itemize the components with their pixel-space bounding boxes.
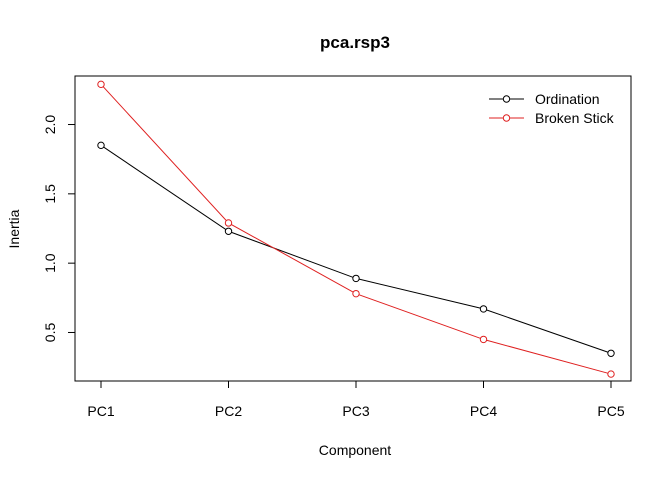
data-point bbox=[352, 274, 360, 283]
data-point bbox=[352, 289, 360, 298]
x-axis: PC1 PC2 PC3 PC4 PC5 bbox=[87, 380, 625, 419]
data-point bbox=[97, 141, 105, 150]
data-point bbox=[607, 370, 615, 378]
data-point bbox=[607, 349, 615, 357]
data-point bbox=[479, 305, 488, 313]
y-tick-label: 1.0 bbox=[42, 253, 58, 273]
series-0 bbox=[97, 141, 615, 357]
data-point bbox=[479, 335, 488, 344]
series-1 bbox=[97, 80, 615, 378]
y-tick-label: 0.5 bbox=[42, 323, 58, 343]
x-tick-label: PC3 bbox=[342, 403, 369, 419]
data-point bbox=[224, 219, 233, 227]
legend-marker bbox=[502, 114, 511, 122]
x-axis-label: Component bbox=[319, 442, 391, 458]
x-tick-label: PC2 bbox=[215, 403, 242, 419]
legend-label: Ordination bbox=[535, 91, 600, 107]
legend-label: Broken Stick bbox=[535, 110, 615, 126]
series-line bbox=[100, 144, 612, 354]
series-line bbox=[100, 83, 612, 375]
y-axis: 0.5 1.0 1.5 2.0 bbox=[42, 115, 76, 343]
legend-item: Broken Stick bbox=[489, 110, 615, 126]
chart-title: pca.rsp3 bbox=[320, 33, 390, 52]
legend-marker bbox=[502, 95, 511, 103]
x-tick-label: PC5 bbox=[597, 403, 624, 419]
legend-item: Ordination bbox=[489, 91, 600, 107]
data-point bbox=[97, 80, 105, 89]
y-tick-label: 1.5 bbox=[42, 184, 58, 204]
data-point bbox=[224, 227, 233, 235]
series-layer bbox=[97, 80, 615, 378]
x-tick-label: PC4 bbox=[470, 403, 497, 419]
y-axis-label: Inertia bbox=[6, 209, 22, 248]
legend: Ordination Broken Stick bbox=[489, 91, 615, 126]
y-tick-label: 2.0 bbox=[42, 115, 58, 135]
x-tick-label: PC1 bbox=[87, 403, 114, 419]
